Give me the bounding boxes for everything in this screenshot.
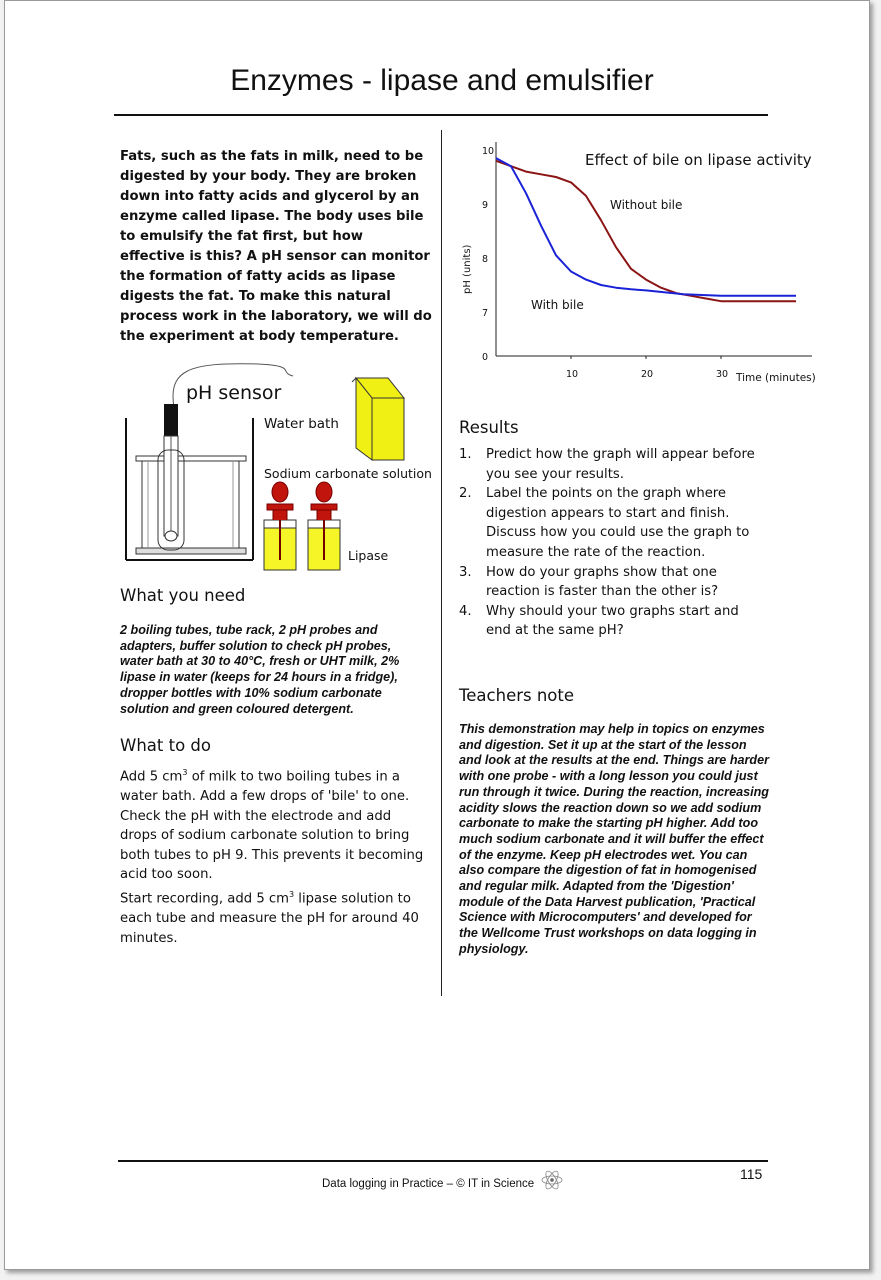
intro-paragraph: Fats, such as the fats in milk, need to …: [120, 149, 432, 344]
footer-rule: [118, 1160, 768, 1162]
page-title: Enzymes - lipase and emulsifier: [230, 64, 654, 97]
title-rule: [114, 114, 768, 116]
y-tick-label: 7: [482, 308, 488, 319]
y-tick-label: 9: [482, 200, 488, 211]
footer-text: Data logging in Practice – © IT in Scien…: [322, 1178, 535, 1190]
dropper-bottle-icon-2: [307, 481, 341, 571]
teachers-note-text: This demonstration may help in topics on…: [459, 722, 770, 956]
sodium-carbonate-label: Sodium carbonate solution: [264, 466, 432, 481]
what-you-need-text: 2 boiling tubes, tube rack, 2 pH probes …: [120, 623, 400, 716]
series-label-with-bile: With bile: [531, 298, 584, 312]
what-to-do-text: Add 5 cm3 of milk to two boiling tubes i…: [120, 763, 432, 948]
what-to-do-paragraph-2: Start recording, add 5 cm3 lipase soluti…: [120, 889, 419, 946]
atom-icon: [540, 1168, 564, 1192]
series-line-without-bile: [495, 159, 796, 303]
page-number: 115: [740, 1166, 763, 1182]
results-list: 1. Predict how the graph will appear befo…: [459, 445, 759, 641]
milk-carton-icon: [351, 376, 406, 461]
lipase-label: Lipase: [348, 548, 389, 563]
dropper-bottle-icon: [263, 481, 297, 571]
series-line-with-bile: [495, 157, 796, 297]
y-tick-label: 8: [482, 254, 488, 265]
x-axis-label: Time (minutes): [735, 372, 816, 384]
apparatus-diagram: pH sensor Water bath Sodium carbonate so…: [118, 360, 432, 582]
y-axis-label: pH (units): [462, 244, 473, 294]
x-tick-label: 30: [716, 369, 728, 380]
chart-title: Effect of bile on lipase activity: [585, 151, 812, 169]
x-tick-label: 10: [566, 369, 578, 380]
what-to-do-heading: What to do: [120, 736, 211, 755]
column-divider: [441, 130, 442, 996]
what-to-do-paragraph-1: Add 5 cm3 of milk to two boiling tubes i…: [120, 768, 424, 883]
results-item: 3. How do your graphs show that one react…: [459, 564, 719, 600]
ph-probe-icon: [157, 404, 185, 551]
x-tick-label: 20: [641, 369, 653, 380]
document-page: [4, 0, 870, 1270]
results-item: 2. Label the points on the graph where di…: [459, 486, 750, 560]
results-item: 1. Predict how the graph will appear befo…: [459, 447, 755, 482]
teachers-note-heading: Teachers note: [459, 686, 575, 705]
results-item: 4. Why should your two graphs start and e…: [459, 603, 739, 639]
water-bath-label: Water bath: [264, 416, 339, 432]
y-tick-label: 0: [482, 352, 488, 363]
what-you-need-heading: What you need: [120, 586, 246, 605]
series-label-without-bile: Without bile: [610, 198, 682, 212]
ph-chart: 0 7 8 9 10 10 20 30 Effect of bile on lipase ac…: [452, 132, 822, 392]
results-heading: Results: [459, 418, 519, 437]
sensor-cable: [172, 363, 294, 409]
water-bath-icon: [125, 418, 254, 561]
y-tick-label: 10: [482, 146, 494, 157]
ph-sensor-label: pH sensor: [186, 382, 282, 404]
